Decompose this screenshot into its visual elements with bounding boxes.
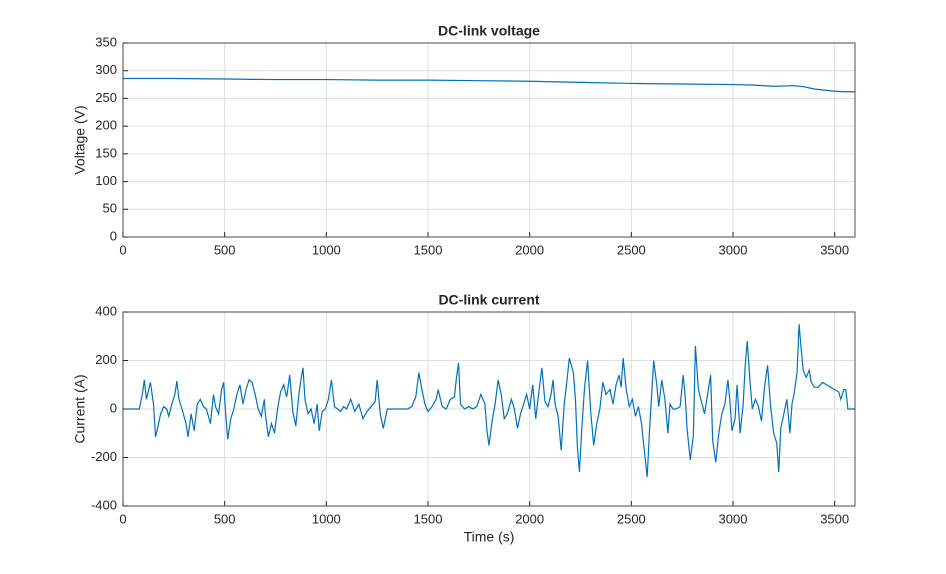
- x-tick-label: 3500: [820, 242, 849, 257]
- y-tick-label: 200: [95, 352, 117, 367]
- y-tick-label: 300: [95, 62, 117, 77]
- y-tick-label: 0: [110, 228, 117, 243]
- y-tick-label: 150: [95, 145, 117, 160]
- y-tick-label: 100: [95, 173, 117, 188]
- plot-area: [123, 43, 855, 237]
- y-tick-label: 250: [95, 90, 117, 105]
- x-tick-label: 3000: [719, 511, 748, 526]
- x-tick-label: 1500: [414, 511, 443, 526]
- y-tick-label: -400: [91, 497, 117, 512]
- x-tick-label: 500: [214, 242, 236, 257]
- y-axis-label: Voltage (V): [72, 105, 88, 174]
- data-line: [123, 77, 855, 93]
- axes-box: [122, 42, 856, 238]
- x-axis-label: Time (s): [464, 529, 515, 545]
- y-tick-label: -200: [91, 449, 117, 464]
- x-tick-label: 1000: [312, 242, 341, 257]
- y-tick-label: 0: [110, 400, 117, 415]
- chart-title: DC-link current: [438, 292, 539, 308]
- y-tick-label: 350: [95, 34, 117, 49]
- x-tick-label: 3500: [820, 511, 849, 526]
- chart-title: DC-link voltage: [438, 23, 540, 39]
- x-tick-label: 1000: [312, 511, 341, 526]
- x-tick-label: 2500: [617, 242, 646, 257]
- y-tick-label: 400: [95, 303, 117, 318]
- x-tick-label: 2500: [617, 511, 646, 526]
- x-tick-label: 1500: [414, 242, 443, 257]
- axes-box: [122, 311, 856, 507]
- data-line: [123, 324, 855, 477]
- x-tick-label: 0: [119, 511, 126, 526]
- x-tick-label: 2000: [515, 511, 544, 526]
- x-tick-label: 2000: [515, 242, 544, 257]
- x-tick-label: 3000: [719, 242, 748, 257]
- y-tick-label: 50: [103, 201, 117, 216]
- x-tick-label: 0: [119, 242, 126, 257]
- y-tick-label: 200: [95, 118, 117, 133]
- y-axis-label: Current (A): [72, 374, 88, 443]
- x-tick-label: 500: [214, 511, 236, 526]
